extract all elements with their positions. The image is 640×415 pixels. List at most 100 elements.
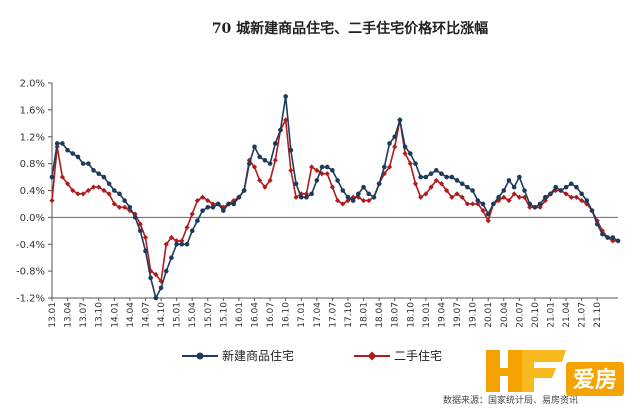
data-point [511,191,517,197]
data-point [335,178,340,183]
data-point [231,201,237,207]
data-point [91,168,96,173]
data-point [86,161,91,166]
data-point [298,191,304,197]
data-point [428,184,434,190]
y-tick-label: -0.4% [16,240,45,251]
data-point [49,197,55,204]
data-point [329,184,336,190]
data-point [153,295,159,301]
data-point [158,285,164,291]
data-point [210,201,216,207]
data-point [189,211,195,217]
data-point [537,201,543,207]
data-point [319,164,325,170]
data-point [594,221,600,227]
data-point [356,191,361,197]
x-axis: 13.01 13.04 13.07 13.10 14.01 14.04 14.07 14.10… [48,297,618,328]
data-point [589,208,595,213]
data-point [309,191,314,197]
data-point [563,191,569,197]
y-tick-label: 0.0% [20,213,45,224]
data-point [475,201,481,207]
data-point [199,194,206,200]
data-point [304,194,309,200]
data-point [563,184,569,190]
legend-label-new-homes: 新建商品住宅 [222,348,294,363]
data-point [127,204,133,210]
series-layer [49,94,621,301]
data-point [283,94,288,99]
data-point [205,197,211,204]
x-tick-label: 18.07 [391,302,401,328]
data-point [418,174,423,180]
data-point [70,187,76,194]
data-point [438,181,445,187]
data-point [65,147,70,153]
data-point [439,171,444,177]
data-point [428,171,434,177]
data-point [615,238,621,244]
data-point [142,234,149,241]
data-point [200,208,205,213]
y-axis: 2.0% 1.6% 1.2% 0.8% 0.4% 0.0% -0.4% -0.8% -1.2% [16,79,53,305]
data-point [511,184,517,190]
data-point [475,198,481,203]
data-point [96,184,102,190]
data-point [527,204,533,210]
legend-label-second-hand: 二手住宅 [394,348,442,363]
chart-title: 70 城新建商品住宅、二手住宅价格环比涨幅 [212,20,488,37]
data-point [101,187,107,194]
data-point [64,181,71,187]
data-point [143,248,148,254]
x-tick-label: 17.07 [328,302,338,328]
x-tick-label: 18.10 [406,302,416,328]
data-point [553,184,558,190]
data-point [382,164,387,170]
data-point [386,164,393,170]
data-point [334,197,341,204]
data-point [407,151,413,156]
data-point [568,194,574,200]
data-point [387,141,392,146]
y-tick-label: 2.0% [20,79,45,90]
data-point [85,187,91,194]
x-tick-label: 14.01 [110,302,120,328]
data-point [179,241,185,247]
data-point [174,241,179,247]
x-tick-label: 16.04 [251,302,261,328]
data-point [594,218,600,224]
data-point [168,234,175,241]
data-point [407,161,413,167]
data-point [262,184,268,190]
data-point [454,191,460,197]
data-point [262,157,268,163]
data-point [366,191,372,197]
data-point [605,235,610,240]
data-point [376,181,382,187]
data-point [252,144,257,150]
x-tick-label: 21.10 [593,302,603,328]
data-point [444,174,449,180]
data-point [106,191,112,197]
data-point [293,181,299,187]
data-point [324,171,330,177]
data-point [516,194,522,200]
x-tick-label: 13.04 [64,302,74,328]
data-point [537,204,543,210]
data-point [194,197,200,204]
logo-text: 爱房 [573,367,617,393]
data-point [480,201,486,207]
data-point [506,197,512,204]
data-point [397,117,403,123]
series-line [51,95,619,299]
x-tick-label: 15.04 [188,302,198,328]
x-tick-label: 16.10 [282,302,292,328]
data-point [163,241,169,247]
data-point [454,178,460,183]
data-point [413,161,418,166]
data-point [174,238,180,244]
x-tick-label: 20.04 [500,302,510,328]
data-point [205,204,211,210]
data-point [251,164,258,170]
